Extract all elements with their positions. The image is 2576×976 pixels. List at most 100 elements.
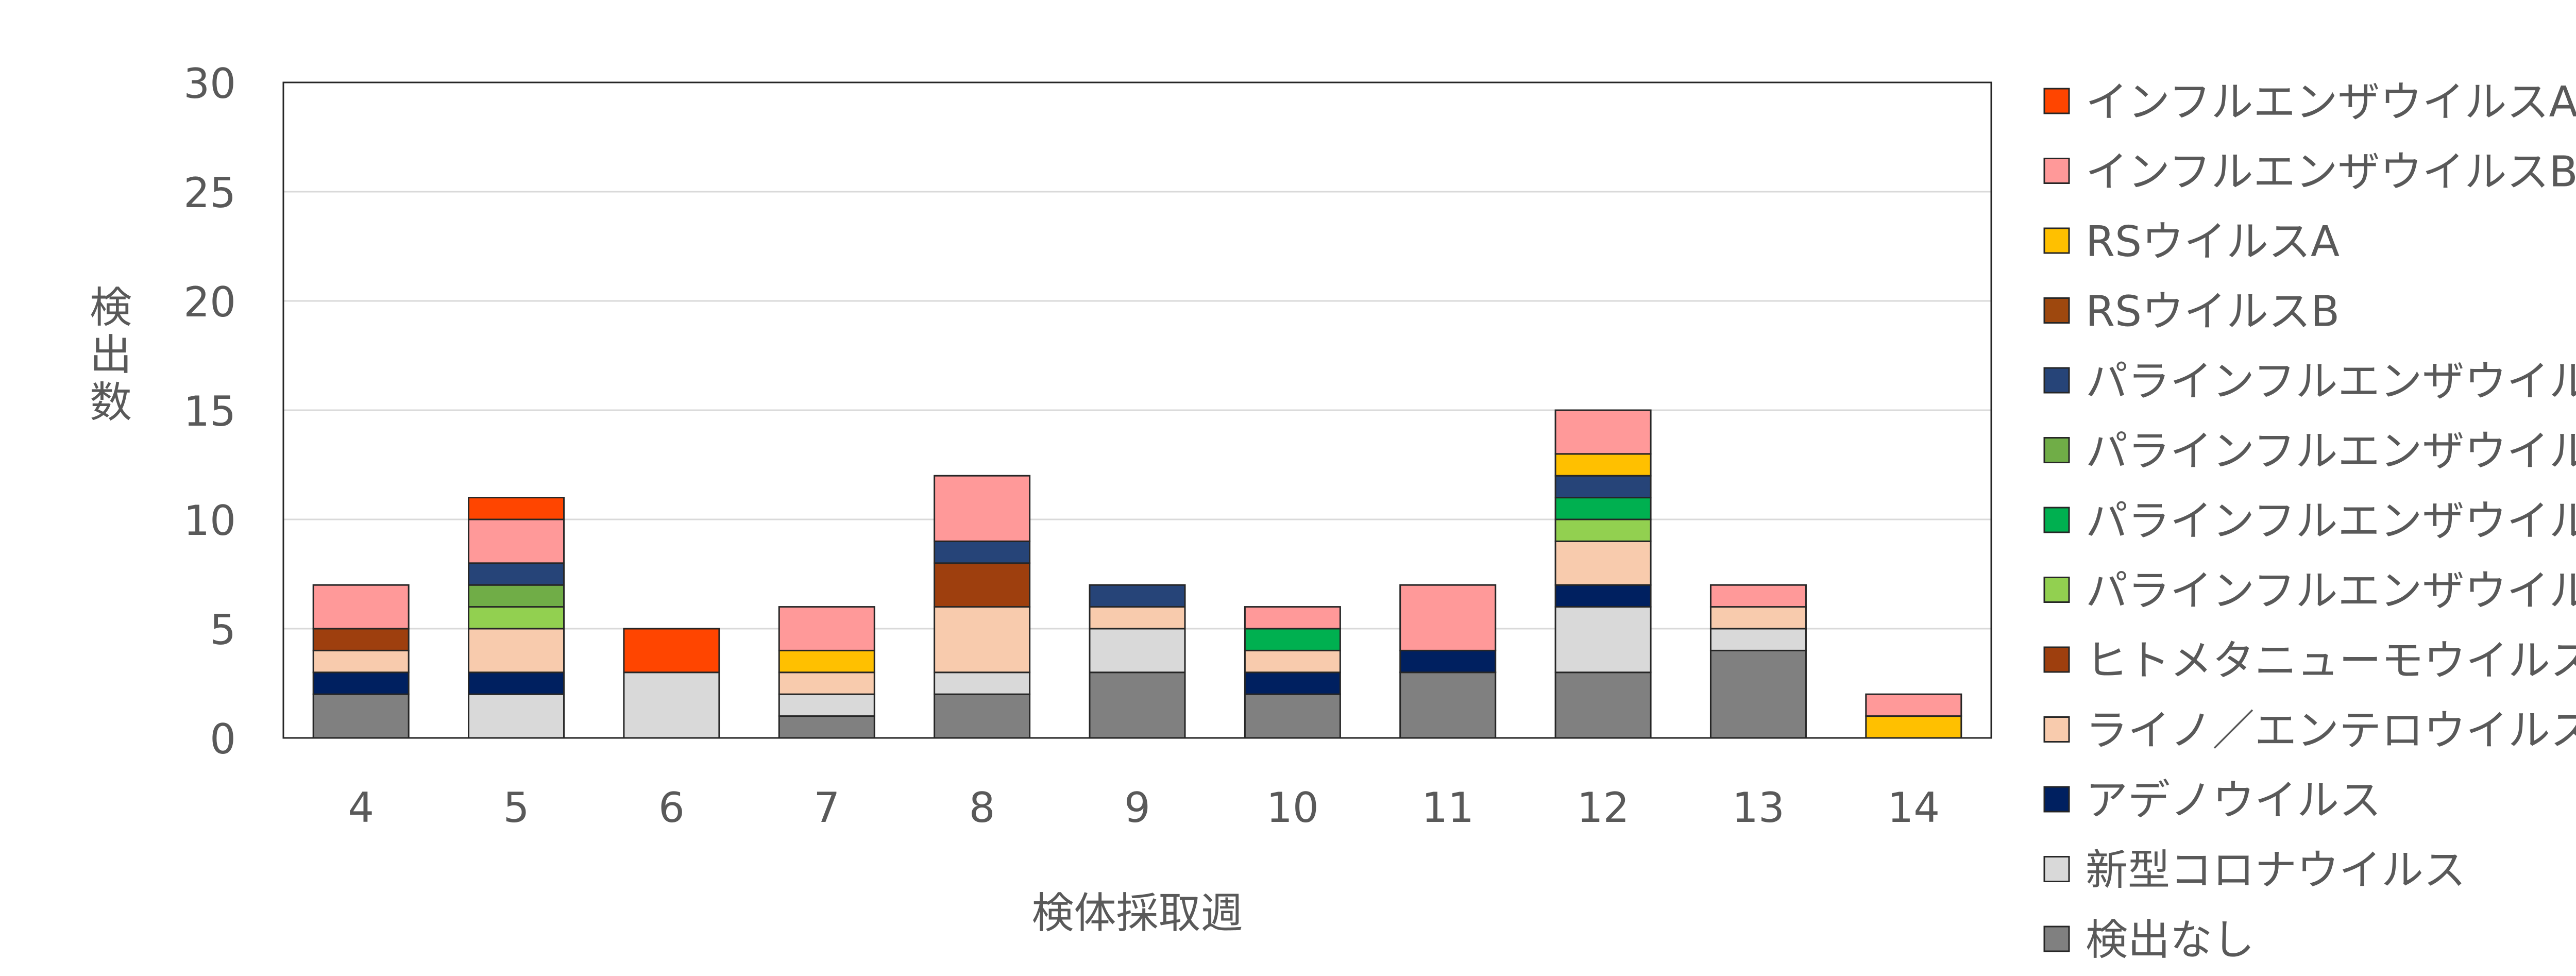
x-axis-label: 検体採取週 xyxy=(1031,889,1243,938)
bar-segment xyxy=(468,497,565,520)
bar-segment xyxy=(1709,584,1807,608)
x-tick-label: 6 xyxy=(658,784,685,832)
plot-frame xyxy=(282,81,1992,739)
bar-segment xyxy=(1554,671,1652,739)
bar-segment xyxy=(312,693,410,739)
x-tick-label: 11 xyxy=(1421,784,1474,832)
bar-segment xyxy=(934,606,1031,674)
axes: 0 5 10 15 20 25 30 4 5 6 7 8 9 10 11 12 13 14 xyxy=(183,60,1992,832)
bar-segment xyxy=(468,606,565,630)
bar-segment xyxy=(312,628,410,651)
y-axis-label-char: 検 xyxy=(90,283,132,332)
bar-segment xyxy=(1865,693,1962,717)
bar-segment xyxy=(1244,649,1341,674)
legend-label: パラインフルエンザウイルス 4 xyxy=(2086,567,2576,616)
legend-label: アデノウイルス xyxy=(2086,776,2381,825)
legend-swatch xyxy=(2043,367,2070,394)
legend-swatch xyxy=(2043,437,2070,463)
legend-swatch xyxy=(2043,88,2070,114)
bar-segment xyxy=(1089,606,1186,630)
legend-label: RSウイルスA xyxy=(2086,217,2340,266)
bar-segment xyxy=(1244,693,1341,739)
bar-segment xyxy=(934,671,1031,695)
y-tick-label: 0 xyxy=(210,715,236,763)
legend-swatch xyxy=(2043,507,2070,533)
legend-label: インフルエンザウイルスB xyxy=(2086,148,2576,197)
x-tick-label: 12 xyxy=(1577,784,1630,832)
bar-segment xyxy=(934,693,1031,739)
y-tick-label: 15 xyxy=(183,388,236,435)
bar-segment xyxy=(468,693,565,739)
bar-segment xyxy=(623,671,720,739)
bar-segment xyxy=(778,606,875,651)
legend-label: パラインフルエンザウイルス 3 xyxy=(2086,497,2576,546)
legend-label: インフルエンザウイルスA xyxy=(2086,78,2576,127)
x-tick-label: 4 xyxy=(348,784,374,832)
legend-label: ヒトメタニューモウイルス xyxy=(2086,636,2576,685)
legend-swatch xyxy=(2043,158,2070,184)
legend-label: パラインフルエンザウイルス 1 xyxy=(2086,357,2576,406)
legend: インフルエンザウイルスA インフルエンザウイルスB RSウイルスA RSウイルスB パラ… xyxy=(2043,78,2576,965)
bar-segment xyxy=(1089,671,1186,739)
bar-segment xyxy=(1554,453,1652,477)
x-tick-label: 14 xyxy=(1887,784,1940,832)
bars xyxy=(312,409,1962,739)
bar-segment xyxy=(1554,540,1652,586)
y-axis-label: 検出数 xyxy=(90,283,132,427)
x-tick-label: 7 xyxy=(814,784,840,832)
legend-label: 新型コロナウイルス xyxy=(2086,846,2466,895)
bar-segment xyxy=(1709,649,1807,739)
bar-segment xyxy=(1399,649,1497,674)
bar-segment xyxy=(468,584,565,608)
legend-swatch xyxy=(2043,716,2070,743)
x-tick-label: 5 xyxy=(503,784,530,832)
bar-segment xyxy=(778,715,875,739)
y-tick-label: 10 xyxy=(183,497,236,545)
y-tick-label: 25 xyxy=(183,169,236,217)
bar-segment xyxy=(1554,606,1652,674)
bar-segment xyxy=(778,649,875,674)
bar-segment xyxy=(1709,606,1807,630)
bar-segment xyxy=(778,671,875,695)
legend-swatch xyxy=(2043,786,2070,813)
bar-segment xyxy=(1089,628,1186,674)
legend-swatch xyxy=(2043,577,2070,603)
bar-segment xyxy=(1554,497,1652,520)
bar-segment xyxy=(468,628,565,674)
bar-segment xyxy=(778,693,875,717)
bar-segment xyxy=(468,562,565,586)
bar-segment xyxy=(1554,475,1652,499)
bar-segment xyxy=(1244,671,1341,695)
legend-label: パラインフルエンザウイルス 2 xyxy=(2086,427,2576,476)
bar-segment xyxy=(312,671,410,695)
bar-segment xyxy=(623,628,720,674)
bar-segment xyxy=(1244,628,1341,651)
bar-segment xyxy=(934,562,1031,608)
y-axis-label-char: 数 xyxy=(90,378,132,427)
legend-label: 検出なし xyxy=(2086,916,2255,965)
bar-segment xyxy=(468,518,565,564)
x-tick-label: 13 xyxy=(1732,784,1785,832)
bar-segment xyxy=(468,671,565,695)
bar-segment xyxy=(312,649,410,674)
legend-swatch xyxy=(2043,297,2070,324)
bar-segment xyxy=(1554,584,1652,608)
bar-segment xyxy=(1554,409,1652,455)
bar-segment xyxy=(1709,628,1807,651)
bar-segment xyxy=(1399,671,1497,739)
y-tick-label: 5 xyxy=(210,606,236,654)
bar-segment xyxy=(1244,606,1341,630)
legend-swatch xyxy=(2043,646,2070,673)
x-tick-label: 8 xyxy=(969,784,995,832)
y-tick-label: 30 xyxy=(183,60,236,108)
x-tick-label: 10 xyxy=(1266,784,1319,832)
bar-segment xyxy=(934,540,1031,564)
legend-label: ライノ／エンテロウイルス xyxy=(2086,706,2576,755)
legend-swatch xyxy=(2043,227,2070,254)
bar-segment xyxy=(934,475,1031,542)
y-tick-label: 20 xyxy=(183,278,236,326)
bar-segment xyxy=(1399,584,1497,651)
bar-segment xyxy=(312,584,410,630)
bar-segment xyxy=(1089,584,1186,608)
